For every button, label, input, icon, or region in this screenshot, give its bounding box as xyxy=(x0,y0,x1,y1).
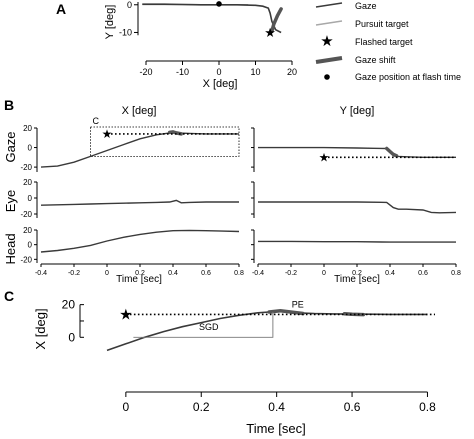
legend-item-flash: ★ Flashed target xyxy=(320,33,413,50)
panel-c-ylabel: X [deg] xyxy=(33,308,48,349)
column-title-y: Y [deg] xyxy=(340,105,375,117)
panel-b-gaze-x-flashed-target-star: ★ xyxy=(102,127,113,141)
panel-b-zoom-box xyxy=(90,126,240,157)
panel-b-head-x-series-gaze-0 xyxy=(40,229,240,253)
panel-c-y-tick-label: 20 xyxy=(62,298,76,312)
panel-b-head-y-x-tick-label: 0.6 xyxy=(418,270,428,277)
panel-b-eye-x-y-tick-label: -20 xyxy=(20,210,32,219)
panel-b-head-x-y-tick-label: 20 xyxy=(23,226,32,235)
panel-b-head-y-x-tick-label: 0.4 xyxy=(385,270,395,277)
panel-letter-a: A xyxy=(56,1,66,17)
panel-a-y-tick-label: -10 xyxy=(119,27,132,37)
panel-b-head-x-x-tick-label: 0.8 xyxy=(234,270,244,277)
panel-b-eye-x-y-tick-label: 0 xyxy=(28,194,33,203)
panel-a-series-shift-2 xyxy=(270,7,283,33)
panel-a-series-gaze-1 xyxy=(142,3,282,34)
panel-c-xlabel: Time [sec] xyxy=(246,421,305,436)
panel-a-y-tick-label: 0 xyxy=(127,0,132,10)
panel-a-x-tick-label: 20 xyxy=(287,67,297,77)
panel-b-xlabel-left: Time [sec] xyxy=(116,274,162,285)
panel-b-gaze-y-subplot: ★ xyxy=(251,127,456,172)
panel-b-head-x-subplot: -20 0 20 -0.4 -0.2 0 0.2 0.4 0.6 0.8 xyxy=(20,226,244,277)
panel-a-x-tick-label: -10 xyxy=(176,67,189,77)
legend-item-gaze: Gaze xyxy=(315,1,377,11)
panel-c-sgd-bracket xyxy=(133,311,274,338)
legend-item-dot: Gaze position at flash time xyxy=(324,72,461,82)
panel-b-gaze-x-y-tick-label: -20 xyxy=(20,163,32,172)
panel-c-flashed-target-star: ★ xyxy=(119,307,132,324)
panel-letter-c: C xyxy=(4,288,14,304)
legend: Gaze Pursuit target ★ Flashed target Gaz… xyxy=(315,1,461,82)
legend-item-shift: Gaze shift xyxy=(315,55,396,65)
panel-c-x-tick-label: 0.8 xyxy=(419,400,436,414)
panel-c-series-gaze-0 xyxy=(106,310,428,352)
legend-label-gaze: Gaze xyxy=(355,1,377,11)
panel-a-flashed-target-star: ★ xyxy=(264,25,276,40)
panel-b-gaze-x-y-tick-label: 0 xyxy=(28,144,33,153)
panel-a-x-tick-label: -20 xyxy=(139,67,152,77)
legend-label-dot: Gaze position at flash time xyxy=(355,72,461,82)
panel-b-gaze-y-flashed-target-star: ★ xyxy=(319,151,330,165)
panel-c-annotation-pe: PE xyxy=(292,299,304,309)
panel-b-gaze-y-series-gaze-0 xyxy=(258,146,456,159)
panel-b-eye-x-series-gaze-0 xyxy=(40,199,239,206)
legend-label-pursuit: Pursuit target xyxy=(355,19,409,29)
row-title-gaze: Gaze xyxy=(3,131,18,162)
panel-b-eye-y-series-gaze-0 xyxy=(258,201,457,214)
panel-b-head-y-series-gaze-0 xyxy=(258,240,456,243)
panel-b-zoom-box-label: C xyxy=(93,116,100,126)
panel-b-head-x-x-tick-label: 0.6 xyxy=(201,270,211,277)
panel-b-eye-y-subplot xyxy=(251,181,457,218)
panel-b-gaze-x-y-tick-label: 20 xyxy=(23,124,32,133)
panel-c-x-tick-label: 0 xyxy=(123,400,130,414)
panel-b-head-y-subplot: -0.4 -0.2 0 0.2 0.4 0.6 0.8 xyxy=(251,229,461,277)
panel-a-ylabel: Y [deg] xyxy=(104,5,116,40)
panel-b-head-x-x-tick-label: 0.2 xyxy=(135,270,145,277)
panel-b-head-y-x-tick-label: 0.2 xyxy=(352,270,362,277)
legend-label-shift: Gaze shift xyxy=(355,55,396,65)
panel-a-trajectory: -20 -10 0 10 20 -10 0 ★ X [deg] Y [deg] xyxy=(104,0,297,90)
panel-b-head-x-x-tick-label: 0.4 xyxy=(168,270,178,277)
panel-b-gaze-y-series-shift-1 xyxy=(384,146,399,158)
panel-b-head-x-x-tick-label: -0.4 xyxy=(35,270,47,277)
panel-b-xlabel-right: Time [sec] xyxy=(334,274,380,285)
panel-b-head-y-x-tick-label: -0.2 xyxy=(285,270,297,277)
panel-b-gaze-x-series-gaze-0 xyxy=(40,132,239,168)
panel-b-eye-x-subplot: -20 0 20 xyxy=(20,178,239,219)
panel-b-head-y-x-tick-label: 0 xyxy=(322,270,326,277)
panel-c-plot: 0 20 0 0.2 0.4 0.6 0.8 ★ PE SGD xyxy=(62,298,436,414)
dot-icon xyxy=(324,74,330,80)
panel-a-plot: -20 -10 0 10 20 -10 0 ★ xyxy=(119,0,297,77)
panel-b-gaze-x-subplot: -20 0 20 ★C xyxy=(20,116,240,172)
panel-b-head-x-x-tick-label: -0.2 xyxy=(68,270,80,277)
panel-c-x-tick-label: 0.4 xyxy=(268,400,285,414)
legend-label-flash: Flashed target xyxy=(355,37,413,47)
panel-c-y-tick-label: 0 xyxy=(68,330,75,344)
legend-item-pursuit: Pursuit target xyxy=(315,19,409,29)
panel-a-x-tick-label: 0 xyxy=(216,67,221,77)
panel-c-series-shift-1 xyxy=(267,309,305,316)
column-title-x: X [deg] xyxy=(122,105,157,117)
panel-b-head-x-y-tick-label: -20 xyxy=(20,255,32,264)
panel-a-xlabel: X [deg] xyxy=(203,78,238,90)
panel-c-x-tick-label: 0.6 xyxy=(344,400,361,414)
panel-b-gaze-x-series-shift-1 xyxy=(167,130,183,136)
panel-b-eye-x-y-tick-label: 20 xyxy=(23,178,32,187)
panel-c-x-tick-label: 0.2 xyxy=(193,400,210,414)
star-icon: ★ xyxy=(320,33,333,50)
panel-c-annotation-sgd: SGD xyxy=(199,322,219,332)
panel-letter-b: B xyxy=(4,97,14,113)
panel-b-head-x-y-tick-label: 0 xyxy=(28,241,33,250)
panel-b-head-y-x-tick-label: 0.8 xyxy=(451,270,461,277)
panel-a-gaze-at-flash-dot xyxy=(216,1,222,7)
row-title-eye: Eye xyxy=(3,190,18,212)
panel-b-head-x-x-tick-label: 0 xyxy=(105,270,109,277)
row-title-head: Head xyxy=(3,233,18,264)
panel-a-x-tick-label: 10 xyxy=(250,67,260,77)
panel-b-head-y-x-tick-label: -0.4 xyxy=(252,270,264,277)
